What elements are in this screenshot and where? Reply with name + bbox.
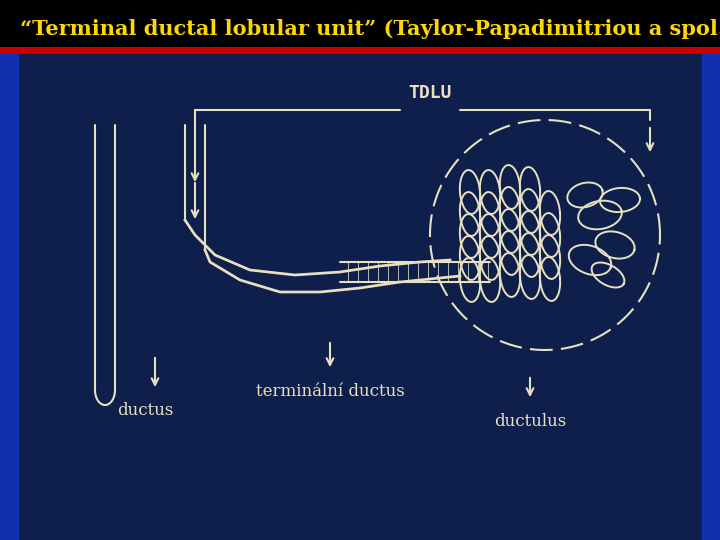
- Text: ductus: ductus: [117, 402, 174, 419]
- Text: ductulus: ductulus: [494, 413, 566, 430]
- Bar: [0, 50, 18, 540]
- Text: terminální ductus: terminální ductus: [256, 383, 405, 400]
- Bar: [702, 50, 720, 540]
- Text: TDLU: TDLU: [408, 84, 451, 102]
- Text: “Terminal ductal lobular unit” (Taylor-Papadimitriou a spol. 1984): “Terminal ductal lobular unit” (Taylor-P…: [20, 19, 720, 39]
- Bar: [0, 0, 720, 50]
